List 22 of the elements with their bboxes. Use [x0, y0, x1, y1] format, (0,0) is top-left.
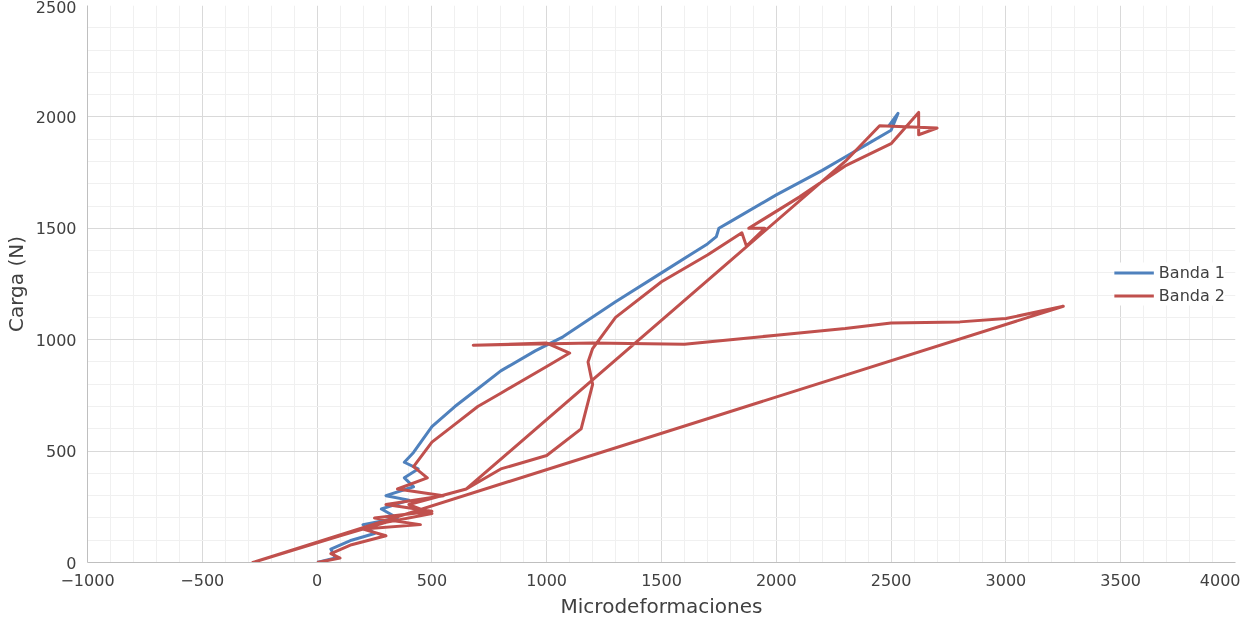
y-tick-label: 2000: [35, 107, 77, 127]
y-tick-label: 1500: [35, 219, 77, 239]
line-series: [251, 110, 1065, 563]
legend-label: Banda 1: [1158, 262, 1225, 282]
x-tick-label: 1500: [641, 570, 682, 590]
x-tick-label: 3500: [1100, 570, 1142, 590]
x-axis-title: Microdeformaciones: [560, 593, 763, 618]
x-tick-label: 500: [416, 570, 448, 590]
y-tick-label: 2500: [35, 0, 77, 17]
y-axis-title: Carga (N): [3, 236, 28, 332]
legend-label: Banda 2: [1158, 285, 1225, 305]
x-tick-label: −500: [180, 570, 225, 590]
x-tick-label: 0: [312, 570, 323, 590]
y-tick-label: 0: [66, 553, 77, 573]
x-tick-label: 1000: [526, 570, 568, 590]
x-tick-label: 3000: [985, 570, 1027, 590]
x-tick-label: 2000: [755, 570, 797, 590]
y-tick-label: 1000: [35, 330, 77, 350]
x-tick-label: −1000: [60, 570, 115, 590]
y-tick-label: 500: [45, 442, 77, 462]
x-tick-label: 4000: [1199, 570, 1241, 590]
x-tick-label: 2500: [870, 570, 912, 590]
